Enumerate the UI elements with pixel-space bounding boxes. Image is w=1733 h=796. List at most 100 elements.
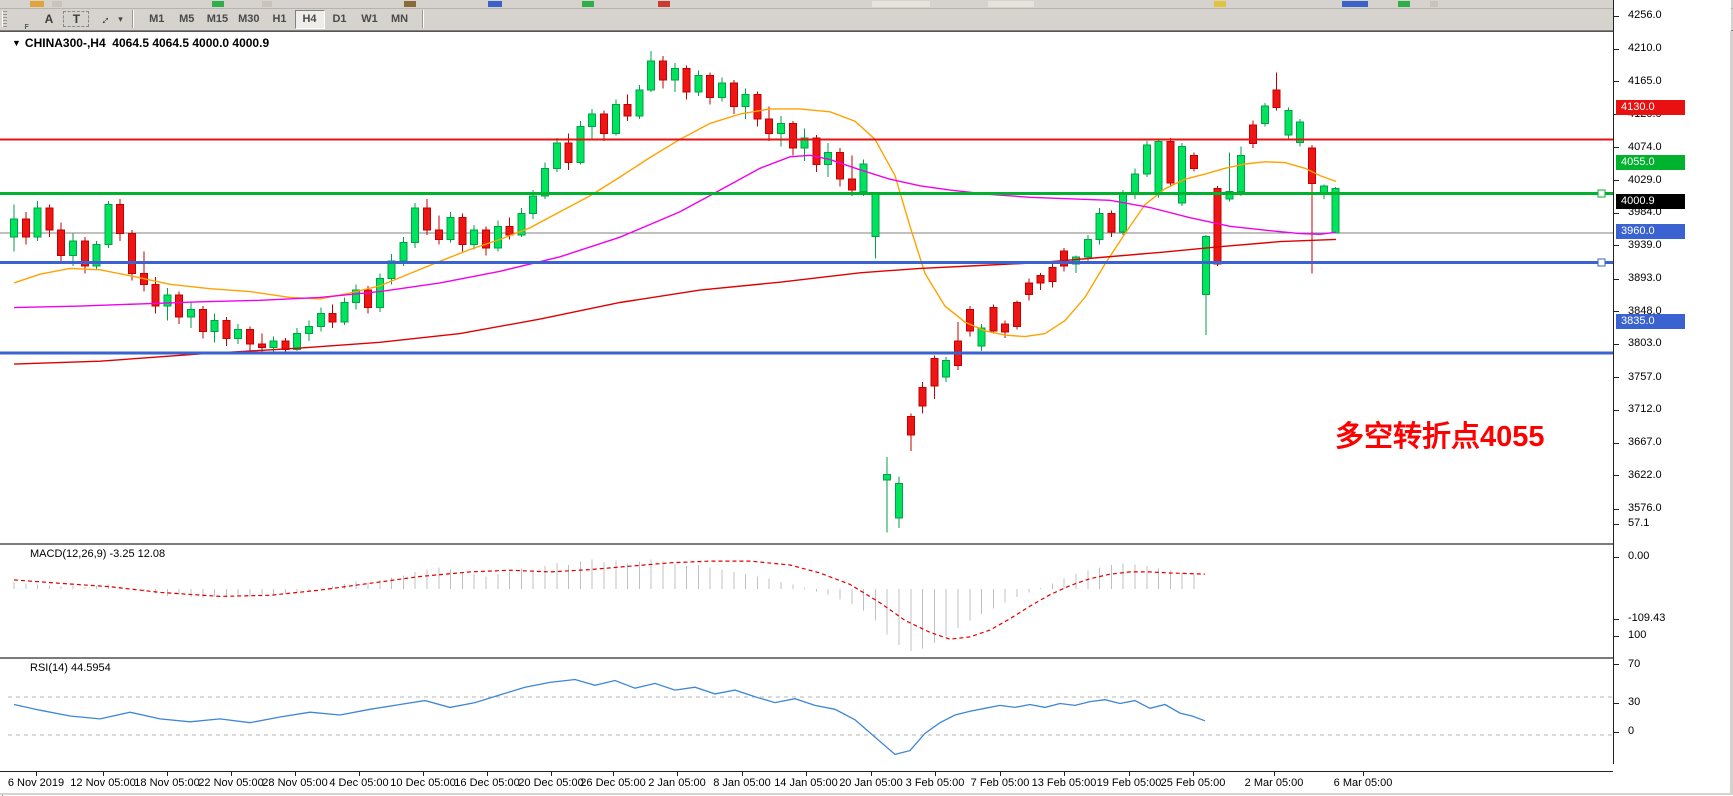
text-label-icon[interactable]: A xyxy=(44,12,54,26)
candle[interactable] xyxy=(1272,89,1281,108)
candle[interactable] xyxy=(1213,188,1222,265)
candle[interactable] xyxy=(623,104,632,117)
candle[interactable] xyxy=(234,328,243,340)
candle[interactable] xyxy=(1095,212,1104,240)
candle[interactable] xyxy=(57,229,66,256)
ma-red[interactable] xyxy=(13,238,1337,365)
candle[interactable] xyxy=(493,225,502,249)
candle[interactable] xyxy=(777,122,785,135)
candle[interactable] xyxy=(906,415,915,436)
candle[interactable] xyxy=(1083,238,1092,258)
candle[interactable] xyxy=(670,67,679,81)
candle[interactable] xyxy=(246,328,254,345)
candle[interactable] xyxy=(1060,250,1069,267)
candle[interactable] xyxy=(741,93,750,108)
candle[interactable] xyxy=(1013,301,1021,327)
timeframe-button-M5[interactable]: M5 xyxy=(179,13,195,25)
timeframe-button-MN[interactable]: MN xyxy=(390,13,409,25)
candle[interactable] xyxy=(1201,236,1210,295)
toolbar-grip[interactable] xyxy=(2,11,7,27)
candle[interactable] xyxy=(1154,141,1163,195)
candle[interactable] xyxy=(517,212,526,236)
time-axis[interactable]: 6 Nov 2019 12 Nov 05:00 18 Nov 05:00 22 Nov… xyxy=(0,772,1613,794)
candle[interactable] xyxy=(1308,147,1316,185)
candle[interactable] xyxy=(116,204,125,235)
candle[interactable] xyxy=(222,320,231,340)
candle[interactable] xyxy=(729,82,738,108)
candle[interactable] xyxy=(1166,141,1175,184)
candle[interactable] xyxy=(1048,267,1057,282)
candle[interactable] xyxy=(588,113,597,127)
ma-orange[interactable] xyxy=(13,108,1337,338)
timeframe-button-W1[interactable]: W1 xyxy=(361,13,378,25)
candle[interactable] xyxy=(788,122,797,149)
candle[interactable] xyxy=(411,207,420,243)
candle[interactable] xyxy=(10,218,18,238)
text-box-icon[interactable]: T xyxy=(63,11,90,27)
candle[interactable] xyxy=(1142,144,1151,175)
candle[interactable] xyxy=(552,142,561,169)
candle[interactable] xyxy=(718,82,726,98)
timeframe-button-H4[interactable]: H4 xyxy=(294,10,325,29)
candle[interactable] xyxy=(541,167,549,197)
candle[interactable] xyxy=(1284,109,1293,136)
candle[interactable] xyxy=(977,327,986,347)
line-handle[interactable] xyxy=(1597,189,1606,198)
candle[interactable] xyxy=(765,118,774,135)
candle[interactable] xyxy=(847,178,856,191)
main-chart-pane[interactable]: ▼ CHINA300-,H4 4064.5 4064.5 4000.0 4000.… xyxy=(0,32,1613,545)
candle[interactable] xyxy=(1319,185,1328,194)
candle[interactable] xyxy=(187,309,195,318)
candle[interactable] xyxy=(446,217,455,240)
candle[interactable] xyxy=(33,207,42,238)
candle[interactable] xyxy=(151,283,160,307)
candle[interactable] xyxy=(930,357,939,387)
candle[interactable] xyxy=(529,195,538,214)
candle[interactable] xyxy=(434,229,443,240)
timeframe-button-H1[interactable]: H1 xyxy=(272,13,287,25)
candle[interactable] xyxy=(836,151,844,180)
line-handle[interactable] xyxy=(1597,258,1606,267)
candle[interactable] xyxy=(470,229,479,245)
candle[interactable] xyxy=(682,67,691,93)
candle[interactable] xyxy=(918,386,927,407)
candle[interactable] xyxy=(423,207,431,231)
collapse-arrow-icon[interactable]: ▼ xyxy=(12,38,21,48)
candle[interactable] xyxy=(1131,173,1139,195)
timeframe-button-M30[interactable]: M30 xyxy=(238,13,260,25)
price-axis[interactable]: 4256.04210.04165.04120.04074.04029.03984… xyxy=(1613,0,1731,764)
candle[interactable] xyxy=(104,204,113,245)
candle[interactable] xyxy=(375,278,384,309)
candle[interactable] xyxy=(564,142,573,164)
candle[interactable] xyxy=(611,104,620,135)
candle[interactable] xyxy=(635,89,644,117)
candle[interactable] xyxy=(21,218,30,238)
candle[interactable] xyxy=(1119,193,1128,233)
candle[interactable] xyxy=(305,325,313,335)
candle[interactable] xyxy=(800,137,809,149)
candle[interactable] xyxy=(706,75,715,98)
candle[interactable] xyxy=(859,163,868,193)
candle[interactable] xyxy=(1249,124,1257,145)
candle[interactable] xyxy=(257,343,266,348)
candle[interactable] xyxy=(482,229,490,249)
candle[interactable] xyxy=(694,75,703,93)
rsi-indicator-pane[interactable]: RSI(14) 44.5954 xyxy=(0,659,1613,772)
candle[interactable] xyxy=(895,483,903,519)
candle[interactable] xyxy=(399,241,408,262)
candle[interactable] xyxy=(989,307,998,332)
chevron-down-icon[interactable]: ▾ xyxy=(118,14,123,24)
candle[interactable] xyxy=(883,473,892,481)
dotted-grid-icon[interactable]: F xyxy=(24,24,29,31)
candle[interactable] xyxy=(80,240,89,267)
candle[interactable] xyxy=(1001,323,1010,333)
candle[interactable] xyxy=(163,294,172,307)
draw-arrow-icon[interactable]: ↔ xyxy=(94,9,114,29)
candle[interactable] xyxy=(45,207,54,231)
candle[interactable] xyxy=(458,217,467,245)
candle[interactable] xyxy=(600,113,608,135)
candle[interactable] xyxy=(352,289,361,303)
candle[interactable] xyxy=(812,137,821,166)
timeframe-button-M1[interactable]: M1 xyxy=(149,13,165,25)
timeframe-button-D1[interactable]: D1 xyxy=(332,13,347,25)
